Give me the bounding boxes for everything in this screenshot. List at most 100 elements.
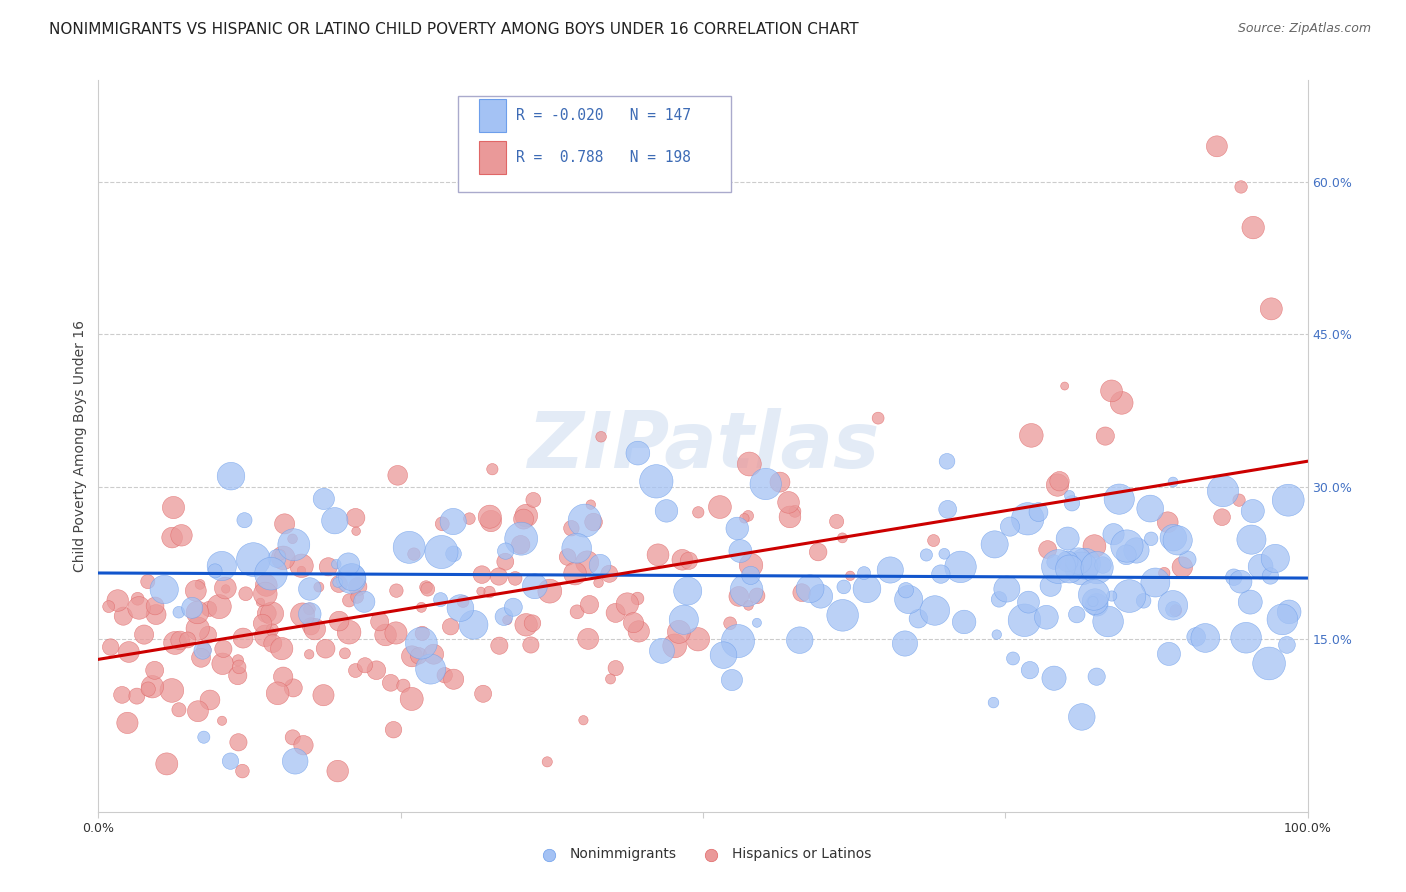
- Point: [1241, 220, 1264, 235]
- Point: [262, 623, 284, 637]
- Point: [333, 646, 356, 660]
- Point: [668, 624, 690, 639]
- Point: [271, 550, 294, 565]
- Point: [1125, 543, 1147, 558]
- Point: [740, 558, 762, 573]
- Point: [936, 454, 959, 468]
- Point: [111, 688, 134, 702]
- Point: [117, 715, 139, 730]
- Point: [382, 723, 405, 737]
- Point: [190, 650, 212, 665]
- Point: [260, 566, 283, 581]
- Point: [1047, 559, 1070, 574]
- Point: [623, 615, 645, 630]
- Point: [790, 585, 813, 599]
- Point: [799, 582, 821, 596]
- Point: [645, 475, 668, 489]
- Point: [337, 625, 360, 640]
- Point: [1211, 510, 1233, 524]
- Point: [664, 639, 686, 653]
- Point: [1014, 613, 1036, 627]
- Point: [574, 514, 596, 528]
- Point: [599, 672, 621, 686]
- Point: [983, 696, 1005, 710]
- Point: [283, 538, 305, 552]
- Point: [1039, 579, 1062, 593]
- Point: [385, 626, 408, 640]
- Point: [1171, 560, 1194, 574]
- Point: [1144, 575, 1167, 590]
- Point: [1163, 602, 1185, 616]
- Point: [479, 514, 502, 528]
- Point: [1132, 594, 1154, 608]
- Point: [463, 617, 485, 632]
- Point: [676, 584, 699, 599]
- Point: [1102, 527, 1125, 541]
- Point: [262, 607, 284, 621]
- Point: [366, 663, 388, 677]
- Point: [97, 599, 120, 614]
- Point: [1115, 548, 1137, 562]
- FancyBboxPatch shape: [479, 141, 506, 174]
- Point: [737, 508, 759, 523]
- Point: [496, 613, 519, 627]
- Point: [308, 580, 330, 594]
- Point: [727, 590, 749, 604]
- Point: [1185, 630, 1208, 644]
- Point: [725, 521, 748, 535]
- Point: [523, 579, 546, 593]
- Point: [915, 548, 938, 562]
- Point: [894, 583, 917, 598]
- Point: [740, 568, 762, 582]
- Point: [298, 648, 321, 662]
- Point: [789, 633, 811, 648]
- Point: [411, 600, 433, 615]
- Point: [326, 575, 349, 590]
- Point: [1046, 478, 1069, 492]
- Point: [1001, 651, 1024, 665]
- Point: [565, 541, 588, 556]
- Point: [678, 554, 700, 568]
- Point: [1070, 561, 1092, 575]
- Point: [256, 607, 278, 621]
- Point: [249, 595, 271, 609]
- Point: [515, 508, 537, 523]
- Point: [1140, 532, 1163, 546]
- Point: [488, 569, 510, 583]
- Point: [1081, 594, 1104, 608]
- Point: [755, 477, 778, 491]
- Point: [299, 619, 322, 633]
- Point: [219, 754, 242, 768]
- Point: [374, 628, 396, 642]
- Point: [1167, 533, 1189, 548]
- Point: [340, 570, 363, 584]
- Point: [228, 660, 250, 674]
- Point: [471, 567, 494, 582]
- Point: [211, 657, 233, 671]
- Point: [344, 524, 367, 538]
- Point: [1085, 560, 1108, 574]
- Point: [897, 592, 920, 607]
- Point: [924, 603, 946, 617]
- Point: [492, 609, 515, 624]
- Point: [494, 555, 516, 569]
- Point: [208, 599, 231, 614]
- Point: [328, 577, 350, 591]
- Point: [145, 607, 167, 622]
- Point: [481, 462, 503, 476]
- Point: [572, 713, 595, 727]
- Point: [627, 624, 650, 639]
- Point: [868, 411, 890, 425]
- Point: [718, 616, 741, 631]
- Point: [502, 600, 524, 615]
- Point: [191, 643, 214, 657]
- Point: [215, 582, 238, 596]
- Point: [1056, 532, 1078, 546]
- Point: [353, 595, 375, 609]
- Point: [779, 509, 801, 524]
- Point: [1017, 512, 1039, 526]
- Point: [318, 559, 340, 574]
- Point: [214, 581, 236, 595]
- Point: [1043, 555, 1066, 569]
- Point: [315, 641, 337, 656]
